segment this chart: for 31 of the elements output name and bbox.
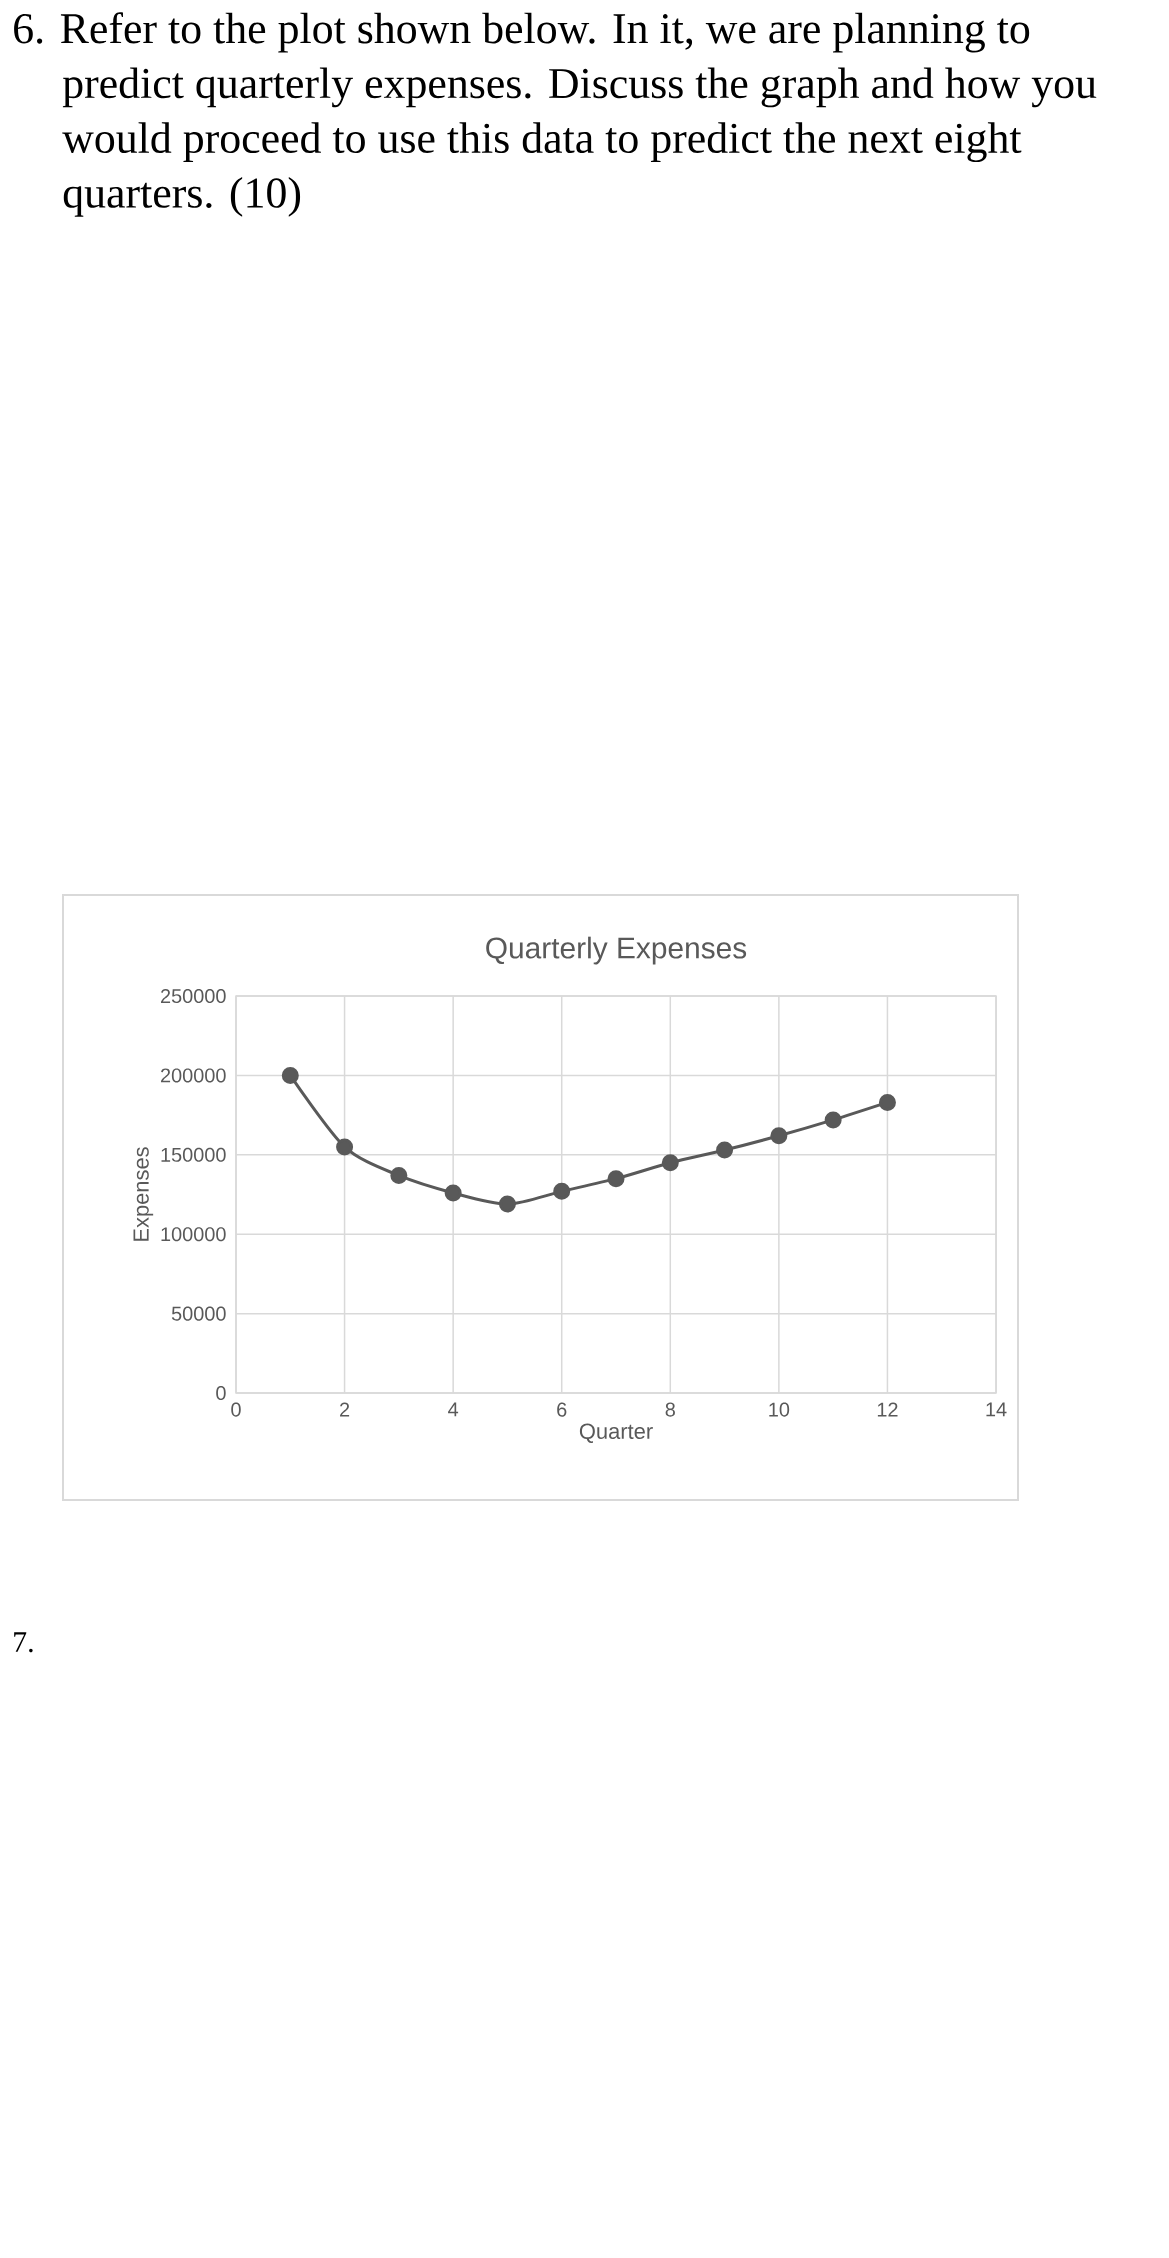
- point: [878, 1093, 896, 1111]
- x-tick-label: 0: [231, 1402, 241, 1417]
- y-tick-label: 150000: [161, 1147, 226, 1162]
- y-tick-label: 250000: [160, 988, 226, 1004]
- point: [661, 1154, 679, 1172]
- x-tick-label: 12: [877, 1402, 898, 1417]
- point: [607, 1170, 625, 1188]
- point: [281, 1066, 299, 1084]
- x-tick-label: 4: [448, 1402, 459, 1417]
- x-tick-label: 10: [769, 1402, 790, 1417]
- y-tick-label: 200000: [160, 1068, 226, 1083]
- point: [444, 1184, 462, 1202]
- x-tick-label: 6: [557, 1402, 567, 1417]
- y-tick-label: 0: [216, 1385, 226, 1401]
- x-tick-label: 8: [665, 1402, 675, 1417]
- y-axis-title: Expenses: [133, 1147, 154, 1241]
- chart-title: Quarterly Expenses: [486, 936, 747, 965]
- point: [553, 1182, 571, 1200]
- point: [716, 1141, 734, 1159]
- point: [498, 1195, 516, 1213]
- y-tick-label: 50000: [171, 1306, 226, 1321]
- text: 6. Refer to the plot shown below. In it, we are planning to predict quarterly expenses. Discuss the graph and how you would proceed to use this data to predict the next eight quarters. (10): [14, 12, 1097, 217]
- point: [336, 1138, 354, 1156]
- x-tick-label: 14: [986, 1402, 1007, 1417]
- text: 7.: [14, 1632, 33, 1653]
- x-axis-title: Quarter: [579, 1423, 653, 1443]
- point: [824, 1111, 842, 1129]
- y-tick-label: 100000: [161, 1227, 226, 1242]
- point: [390, 1166, 408, 1184]
- x-tick-label: 2: [340, 1402, 350, 1417]
- point: [770, 1127, 788, 1145]
